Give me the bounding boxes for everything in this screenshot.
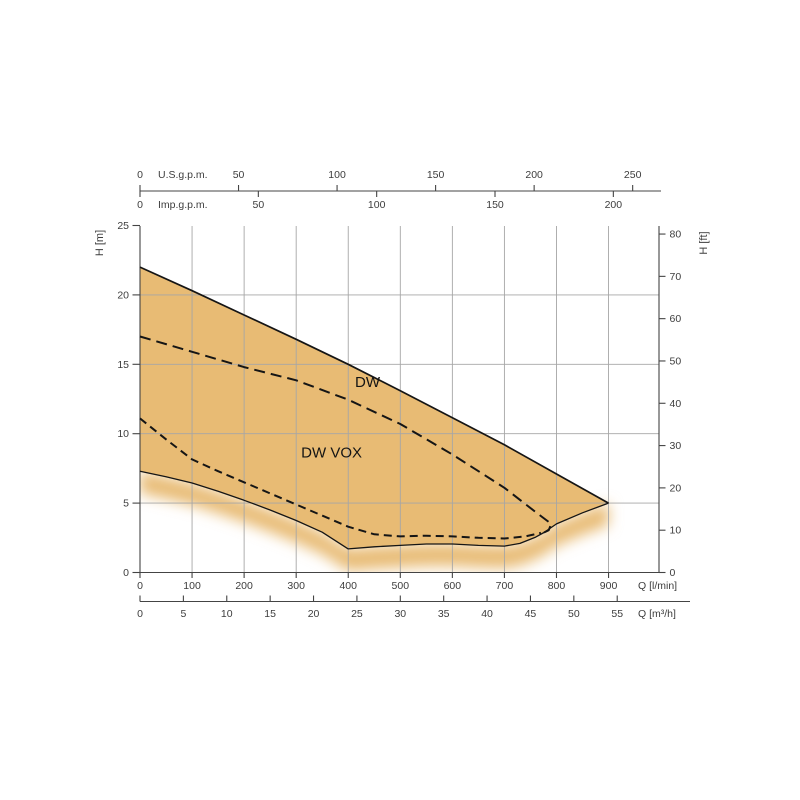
- head-m-tick-label: 0: [123, 567, 129, 579]
- head-ft-tick-label: 0: [670, 567, 676, 579]
- flow-m3h-tick-label: 20: [308, 608, 320, 620]
- head-m-tick-label: 25: [117, 220, 129, 232]
- flow-lmin-axis-title: Q [l/min]: [638, 580, 677, 592]
- us-gpm-tick-label: 250: [624, 169, 642, 181]
- head-m-axis-title: H [m]: [94, 230, 106, 256]
- flow-m3h-tick-label: 15: [264, 608, 276, 620]
- imp-gpm-tick-label: 150: [486, 199, 504, 211]
- head-ft-tick-label: 20: [670, 482, 682, 494]
- flow-m3h-tick-label: 50: [568, 608, 580, 620]
- head-m-tick-label: 10: [117, 428, 129, 440]
- us-gpm-axis-title: U.S.g.p.m.: [158, 169, 208, 181]
- curve-label-dw: DW: [355, 374, 381, 391]
- flow-lmin-tick-label: 500: [392, 580, 410, 592]
- flow-m3h-tick-label: 5: [180, 608, 186, 620]
- head-m-tick-label: 5: [123, 498, 129, 510]
- imp-gpm-axis-title: Imp.g.p.m.: [158, 199, 208, 211]
- head-ft-tick-label: 50: [670, 355, 682, 367]
- flow-m3h-tick-label: 35: [438, 608, 450, 620]
- flow-lmin-tick-label: 400: [339, 580, 357, 592]
- head-ft-tick-label: 60: [670, 313, 682, 325]
- imp-gpm-tick-label: 50: [252, 199, 264, 211]
- head-ft-tick-label: 30: [670, 440, 682, 452]
- imp-gpm-tick-label: 0: [137, 199, 143, 211]
- axes: [132, 185, 690, 603]
- imp-gpm-tick-label: 200: [605, 199, 623, 211]
- head-m-tick-label: 15: [117, 359, 129, 371]
- envelope-bottom-line: [139, 470, 609, 550]
- us-gpm-tick-label: 200: [525, 169, 543, 181]
- curve-label-dw-vox: DW VOX: [301, 444, 362, 461]
- flow-m3h-tick-label: 25: [351, 608, 363, 620]
- flow-lmin-tick-label: 200: [235, 580, 253, 592]
- imp-gpm-tick-label: 100: [368, 199, 386, 211]
- flow-m3h-axis-title: Q [m³/h]: [638, 608, 676, 620]
- flow-lmin-tick-label: 700: [496, 580, 514, 592]
- envelope-top-line: [139, 266, 609, 504]
- flow-lmin-tick-label: 900: [600, 580, 618, 592]
- flow-lmin-tick-label: 600: [444, 580, 462, 592]
- head-ft-tick-label: 10: [670, 525, 682, 537]
- us-gpm-tick-label: 150: [427, 169, 445, 181]
- grid: [140, 226, 659, 573]
- flow-lmin-tick-label: 800: [548, 580, 566, 592]
- head-ft-axis-title: H [ft]: [698, 231, 710, 254]
- flow-lmin-tick-label: 100: [183, 580, 201, 592]
- head-ft-tick-label: 80: [670, 229, 682, 241]
- flow-m3h-tick-label: 0: [137, 608, 143, 620]
- flow-lmin-tick-label: 0: [137, 580, 143, 592]
- flow-m3h-tick-label: 45: [525, 608, 537, 620]
- flow-m3h-tick-label: 30: [394, 608, 406, 620]
- flow-lmin-tick-label: 300: [287, 580, 305, 592]
- dw-vox-curve-line: [139, 417, 542, 540]
- flow-m3h-tick-label: 55: [611, 608, 623, 620]
- us-gpm-tick-label: 100: [328, 169, 346, 181]
- flow-m3h-tick-label: 10: [221, 608, 233, 620]
- head-ft-tick-label: 40: [670, 398, 682, 410]
- us-gpm-tick-label: 50: [233, 169, 245, 181]
- flow-m3h-tick-label: 40: [481, 608, 493, 620]
- us-gpm-tick-label: 0: [137, 169, 143, 181]
- head-ft-tick-label: 70: [670, 271, 682, 283]
- head-m-tick-label: 20: [117, 289, 129, 301]
